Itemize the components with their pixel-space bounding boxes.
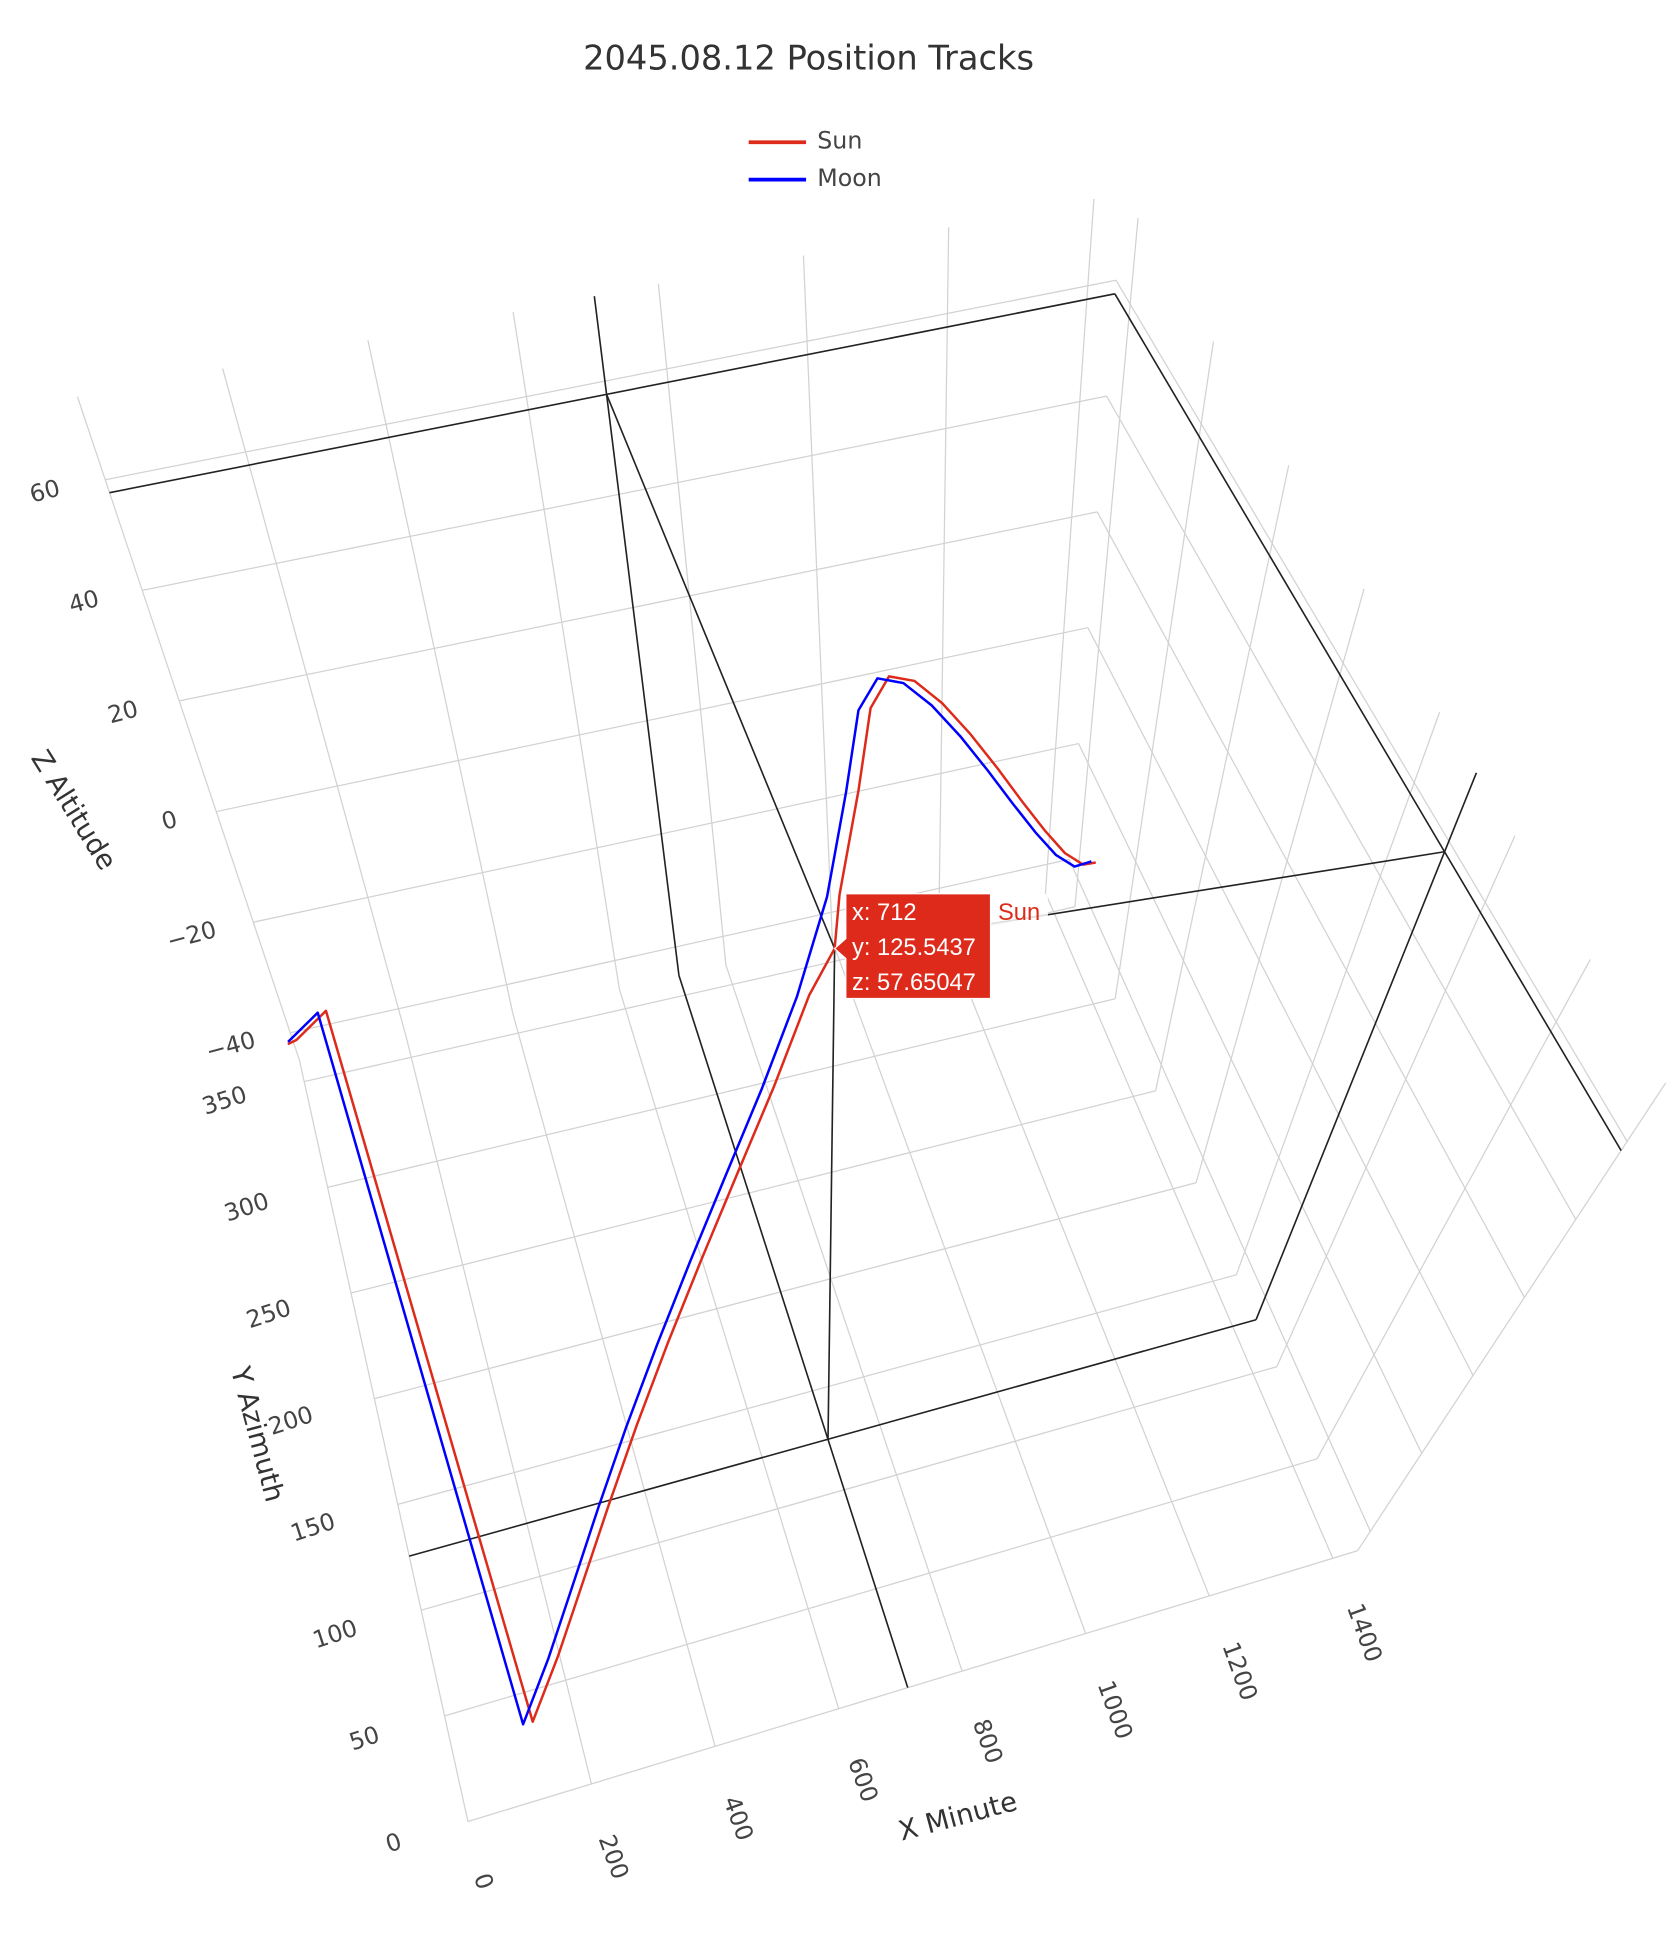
y-tick-label: 100: [309, 1614, 361, 1655]
grid-line: [1115, 279, 1628, 1142]
grid-line: [512, 311, 620, 989]
grid-line: [938, 916, 1210, 1597]
grid-line: [1068, 859, 1371, 1532]
grid-line: [444, 1458, 1318, 1717]
spike-line: [408, 975, 1257, 1688]
legend: Sun Moon: [748, 127, 882, 192]
hover-name: Sun: [998, 900, 1040, 926]
grid-line: [831, 940, 1087, 1634]
grid-line: [222, 368, 407, 1037]
grid-line: [420, 1366, 1277, 1611]
grid-line: [367, 340, 514, 1013]
grid-line: [142, 395, 1107, 591]
grid-line: [1356, 1082, 1667, 1552]
hover-name-box: [990, 893, 1048, 932]
grid-line: [1106, 395, 1577, 1220]
x-tick-label: 1000: [1092, 1677, 1139, 1743]
z-tick-label: 40: [66, 584, 102, 619]
grid-line: [938, 227, 950, 918]
z-tick-label: 0: [158, 805, 180, 836]
grid-line: [290, 858, 1070, 1034]
grid-line: [1235, 712, 1441, 1276]
x-tick-label: 1200: [1216, 1638, 1263, 1704]
spike-line: [1114, 293, 1622, 1321]
z-axis-title: Z Altitude: [24, 745, 122, 876]
grid-line: [1044, 892, 1334, 1559]
legend-label: Sun: [817, 127, 862, 155]
chart-title: 2045.08.12 Position Tracks: [583, 38, 1034, 77]
grid-line: [1077, 743, 1423, 1454]
grid-line: [327, 998, 1116, 1188]
x-tick-label: 1400: [1341, 1600, 1388, 1666]
x-tick-label: 200: [593, 1831, 635, 1883]
spike-line: [827, 948, 836, 1440]
grid-line: [725, 964, 963, 1672]
x-tick-label: 400: [717, 1792, 759, 1844]
grid-line: [253, 742, 1079, 923]
z-tick-label: 20: [105, 694, 141, 729]
grid-line: [76, 396, 301, 1061]
z-tick-label: −40: [203, 1026, 259, 1066]
y-tick-label: 150: [287, 1507, 339, 1548]
hover-text: z: 57.65047: [852, 970, 976, 996]
grid-line: [105, 279, 1117, 481]
z-tick-label: −20: [164, 915, 220, 955]
grid-line: [1074, 218, 1139, 907]
y-tick-label: 0: [382, 1827, 405, 1858]
grid-line: [405, 1036, 593, 1785]
hover-text: y: 125.5437: [852, 935, 976, 961]
y-tick-label: 350: [199, 1080, 251, 1121]
grid-line: [1316, 959, 1591, 1460]
grid-line: [802, 255, 834, 941]
spike-line: [109, 293, 1115, 976]
spikes: [109, 293, 1622, 1688]
hover-text: x: 712: [852, 900, 917, 926]
grid-line: [350, 1090, 1156, 1294]
grid-line: [512, 1012, 716, 1747]
grid: [76, 198, 1667, 1823]
grid-line: [179, 511, 1098, 702]
x-tick-label: 800: [967, 1715, 1009, 1767]
y-tick-label: 250: [243, 1293, 295, 1334]
grid-line: [1096, 511, 1525, 1298]
traces: [287, 675, 1096, 1726]
x-axis-title: X Minute: [895, 1786, 1020, 1847]
hover-label: x: 712 y: 125.5437 z: 57.65047 Sun: [833, 893, 1048, 1000]
legend-label: Moon: [817, 164, 881, 192]
grid-line: [1276, 835, 1516, 1368]
grid-line: [1087, 627, 1474, 1376]
series-line: [287, 677, 1092, 1726]
grid-line: [1114, 341, 1215, 999]
grid-line: [1155, 465, 1290, 1091]
grid-line: [1195, 588, 1365, 1183]
series-line: [287, 675, 1096, 1723]
grid-line: [216, 627, 1089, 813]
grid-line: [397, 1274, 1237, 1505]
grid-line: [657, 283, 727, 965]
grid-line: [374, 1182, 1197, 1400]
grid-line: [298, 1060, 469, 1822]
grid-line: [1044, 198, 1095, 894]
y-tick-label: 300: [221, 1187, 273, 1228]
hover-box: [833, 893, 992, 1000]
y-tick-label: 50: [346, 1720, 383, 1756]
z-tick-label: 60: [27, 474, 63, 509]
x-tick-label: 0: [468, 1869, 499, 1893]
spike-line: [605, 394, 836, 949]
grid-line: [467, 1550, 1358, 1823]
grid-line: [618, 988, 840, 1709]
x-tick-label: 600: [842, 1754, 884, 1806]
